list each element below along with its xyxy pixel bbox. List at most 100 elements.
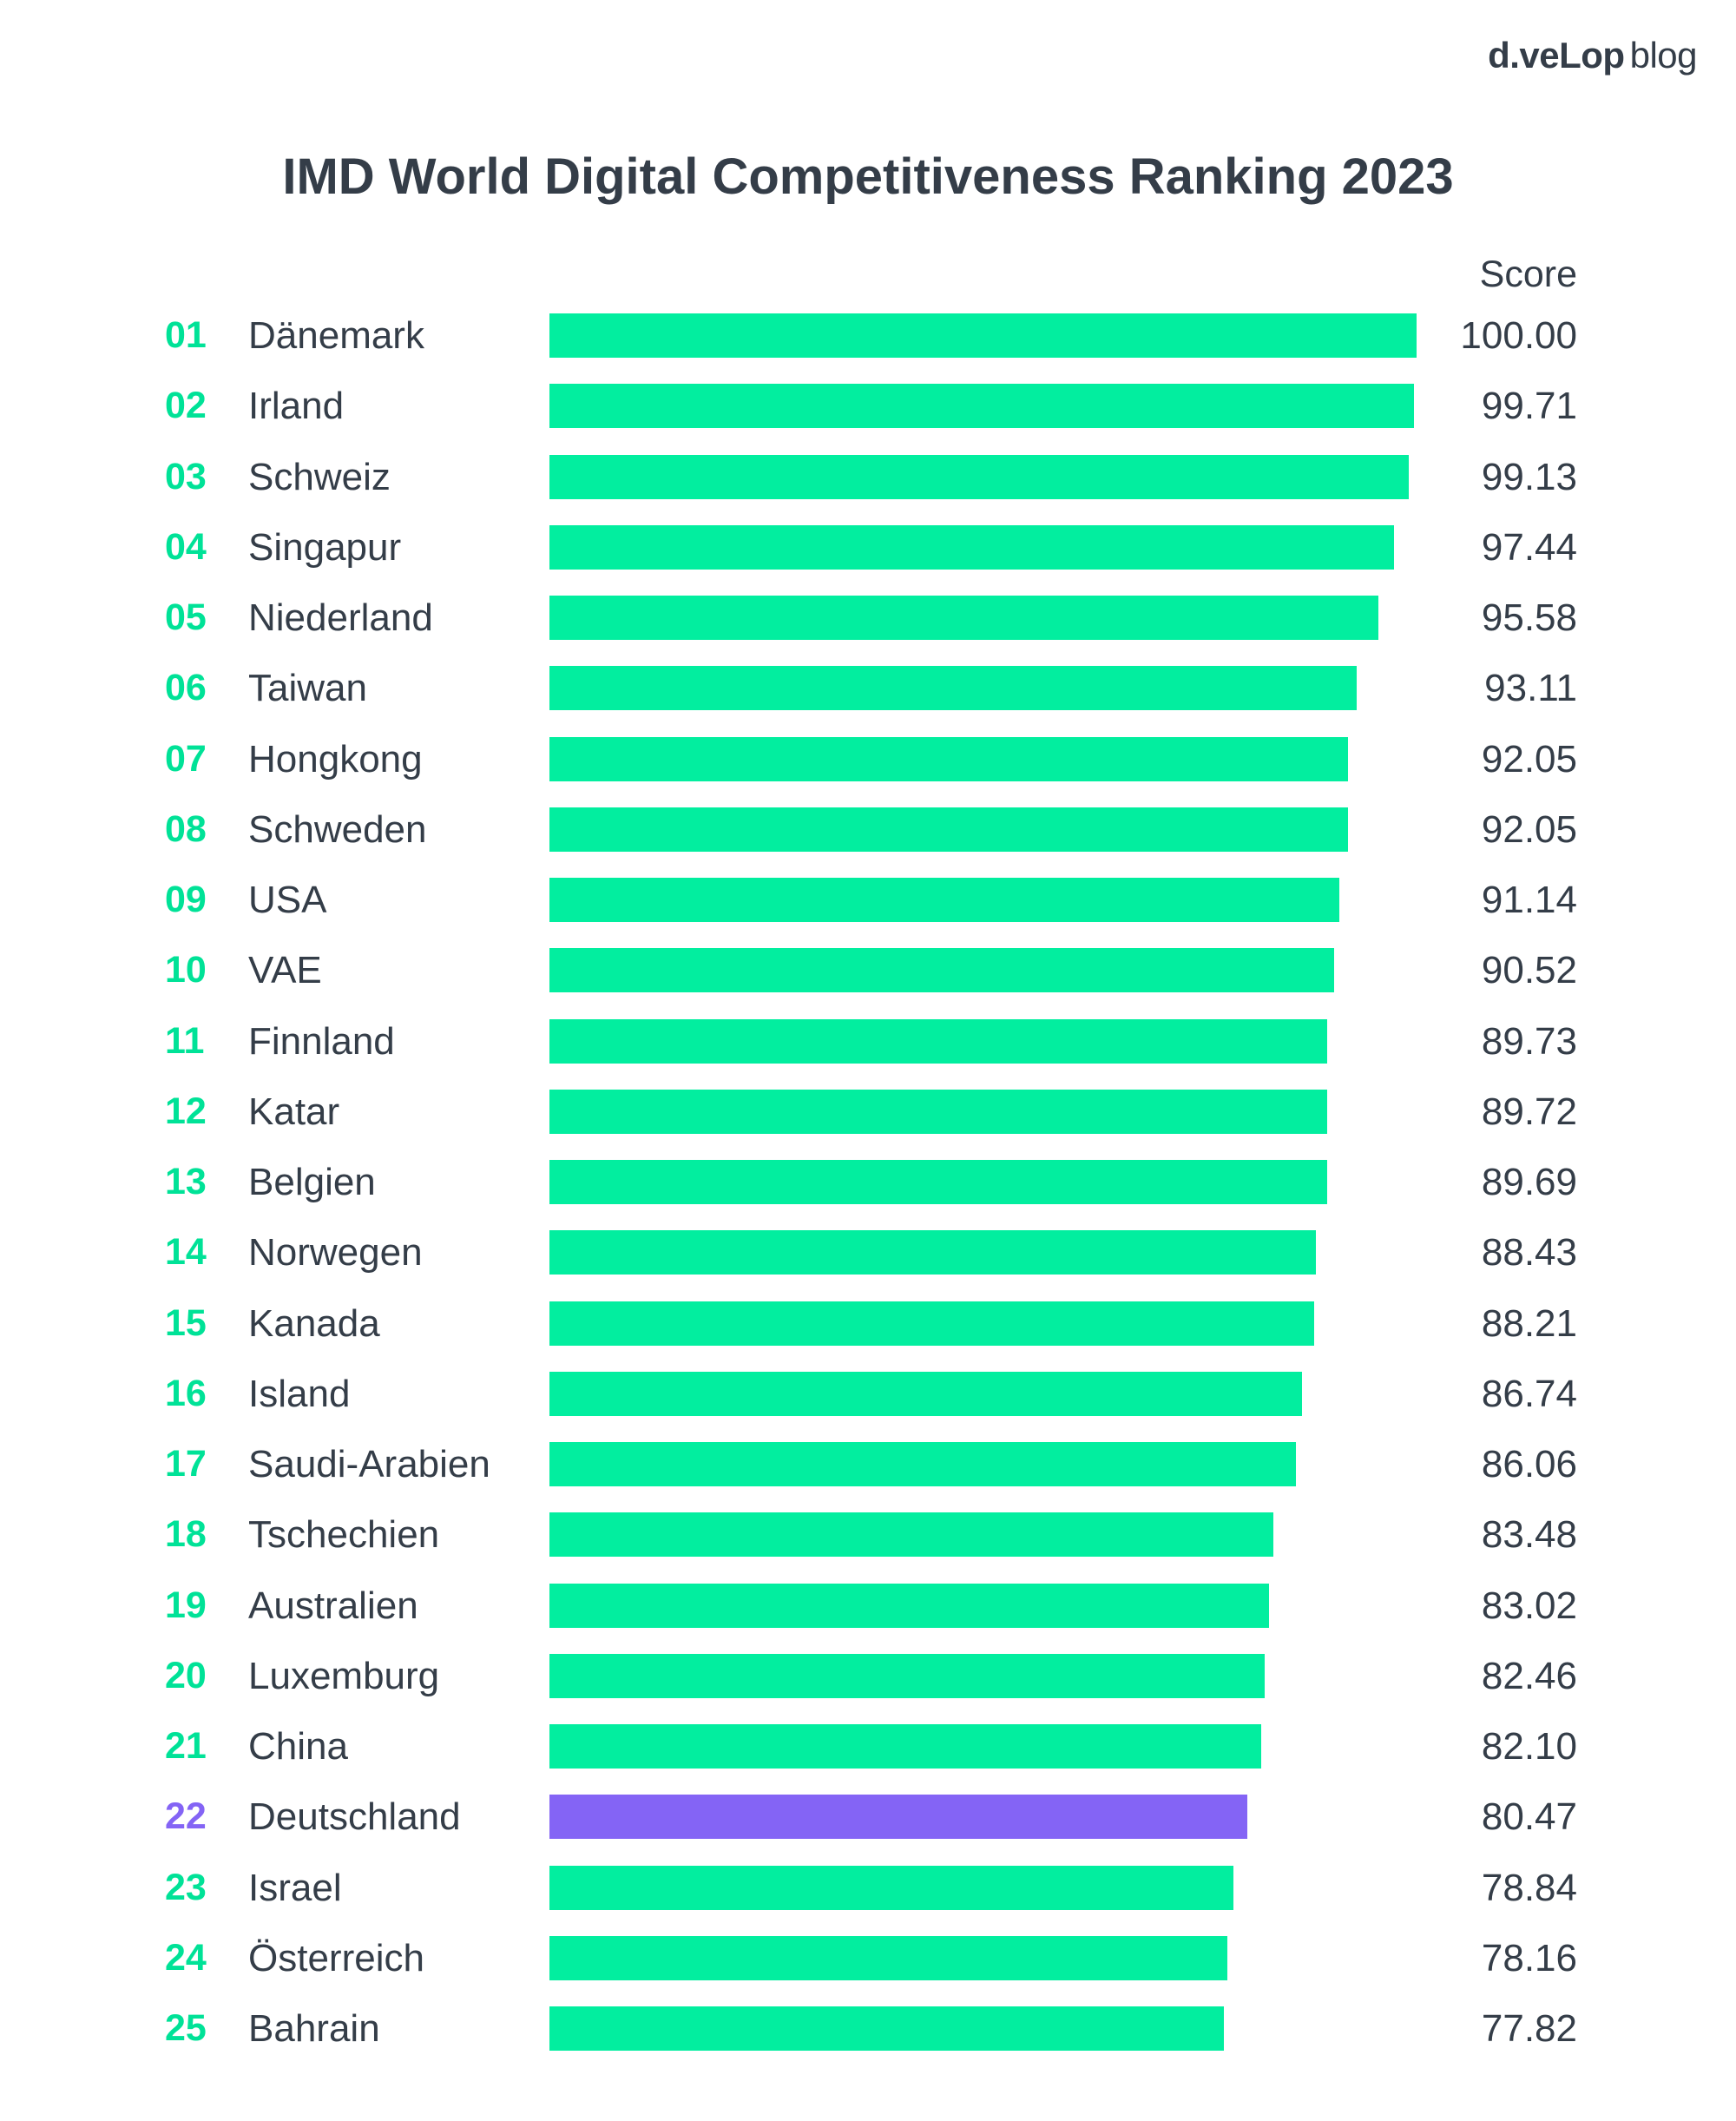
country-label: Schweiz	[248, 455, 391, 498]
score-label: 92.05	[1481, 737, 1577, 781]
rank-label: 10	[165, 949, 207, 991]
bar-row: 11 Finnland 89.73	[0, 1018, 1736, 1064]
score-label: 92.05	[1481, 807, 1577, 851]
chart-title: IMD World Digital Competitiveness Rankin…	[282, 148, 1454, 205]
score-label: 86.06	[1481, 1443, 1577, 1485]
country-label: Irland	[248, 385, 345, 428]
bar-row: 12 Katar 89.72	[0, 1089, 1736, 1134]
country-label: Singapur	[248, 525, 402, 569]
bar	[549, 596, 1378, 640]
country-label: VAE	[248, 949, 322, 992]
country-label: China	[248, 1725, 348, 1768]
bar-row: 24 Österreich 78.16	[0, 1935, 1736, 1980]
bar-row: 16 Island 86.74	[0, 1371, 1736, 1416]
country-label: Kanada	[248, 1301, 380, 1345]
rank-label: 24	[165, 1936, 207, 1979]
bar	[549, 1865, 1233, 1910]
bar	[549, 1653, 1265, 1698]
rank-label: 25	[165, 2007, 207, 2049]
country-label: Australien	[248, 1584, 418, 1627]
score-label: 78.16	[1481, 1936, 1577, 1979]
country-label: Norwegen	[248, 1231, 423, 1275]
bar	[549, 1935, 1227, 1980]
rank-label: 07	[165, 737, 207, 780]
bar-row: 15 Kanada 88.21	[0, 1301, 1736, 1346]
bar	[549, 1089, 1328, 1134]
score-label: 86.74	[1481, 1372, 1577, 1415]
score-label: 89.69	[1481, 1161, 1577, 1203]
bar-row: 09 USA 91.14	[0, 878, 1736, 922]
bar-row: 21 China 82.10	[0, 1724, 1736, 1769]
bar-row: 01 Dänemark 100.00	[0, 313, 1736, 358]
country-label: Deutschland	[248, 1795, 461, 1839]
rank-label: 18	[165, 1513, 207, 1556]
rank-label: 03	[165, 455, 207, 497]
bar	[549, 2006, 1225, 2051]
country-label: Bahrain	[248, 2007, 380, 2050]
bar	[549, 1371, 1302, 1416]
score-label: 83.02	[1481, 1584, 1577, 1627]
bar	[549, 1301, 1315, 1346]
score-label: 82.46	[1481, 1654, 1577, 1697]
country-label: Finnland	[248, 1019, 395, 1063]
logo-suffix: blog	[1629, 35, 1698, 76]
dvelop-blog-logo: d.veLop blog	[1488, 35, 1697, 76]
rank-label: 14	[165, 1231, 207, 1274]
rank-label: 01	[165, 314, 207, 356]
rank-label: 06	[165, 667, 207, 709]
bar	[549, 1442, 1296, 1486]
rank-label: 17	[165, 1443, 207, 1485]
bar	[549, 454, 1410, 499]
bar	[549, 1795, 1247, 1840]
country-label: USA	[248, 879, 327, 921]
rank-label: 23	[165, 1866, 207, 1908]
bar	[549, 1230, 1317, 1275]
bar-row: 10 VAE 90.52	[0, 948, 1736, 993]
rank-label: 09	[165, 879, 207, 920]
bar	[549, 1512, 1273, 1558]
bar	[549, 1018, 1328, 1064]
rank-label: 22	[165, 1795, 207, 1838]
rank-label: 12	[165, 1090, 207, 1132]
rank-label: 16	[165, 1372, 207, 1414]
score-label: 97.44	[1481, 525, 1577, 569]
country-label: Dänemark	[248, 314, 424, 357]
rank-label: 11	[165, 1019, 205, 1062]
bar	[549, 1583, 1270, 1628]
bar-row: 25 Bahrain 77.82	[0, 2006, 1736, 2051]
country-label: Belgien	[248, 1161, 376, 1203]
bar	[549, 1724, 1262, 1769]
score-label: 95.58	[1481, 596, 1577, 639]
bar-row: 14 Norwegen 88.43	[0, 1230, 1736, 1275]
score-label: 99.71	[1481, 385, 1577, 428]
country-label: Tschechien	[248, 1513, 440, 1557]
bar-row: 05 Niederland 95.58	[0, 596, 1736, 640]
rank-label: 19	[165, 1584, 207, 1626]
rank-label: 04	[165, 525, 207, 568]
rank-label: 13	[165, 1161, 207, 1202]
bar-row: 08 Schweden 92.05	[0, 807, 1736, 852]
bar-row: 13 Belgien 89.69	[0, 1160, 1736, 1204]
bar-row: 22 Deutschland 80.47	[0, 1795, 1736, 1840]
country-label: Taiwan	[248, 667, 367, 710]
score-label: 99.13	[1481, 455, 1577, 498]
country-label: Israel	[248, 1866, 342, 1909]
score-label: 90.52	[1481, 949, 1577, 992]
rank-label: 05	[165, 596, 207, 638]
bar-row: 23 Israel 78.84	[0, 1865, 1736, 1910]
score-label: 83.48	[1481, 1513, 1577, 1557]
country-label: Luxemburg	[248, 1654, 440, 1697]
country-label: Hongkong	[248, 737, 423, 781]
bar-row: 17 Saudi-Arabien 86.06	[0, 1442, 1736, 1486]
score-label: 89.73	[1481, 1019, 1577, 1063]
bar-row: 20 Luxemburg 82.46	[0, 1653, 1736, 1698]
country-label: Schweden	[248, 807, 427, 851]
score-label: 80.47	[1481, 1795, 1577, 1839]
rank-label: 15	[165, 1301, 207, 1344]
bar-row: 07 Hongkong 92.05	[0, 736, 1736, 781]
country-label: Niederland	[248, 596, 433, 639]
bar	[549, 1160, 1327, 1204]
bar	[549, 736, 1348, 781]
rank-label: 21	[165, 1725, 207, 1767]
score-label: 77.82	[1481, 2007, 1577, 2050]
